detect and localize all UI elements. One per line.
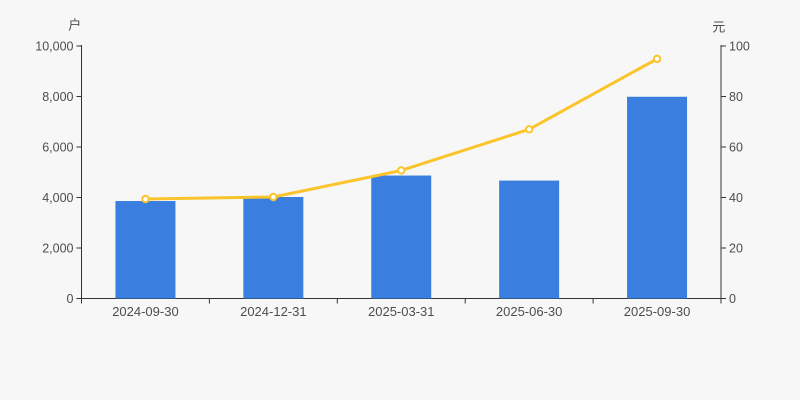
- right-axis-tick-label: 20: [729, 242, 743, 256]
- left-axis-tick-label: 10,000: [35, 40, 73, 54]
- bar[interactable]: [627, 96, 688, 299]
- right-axis-tick-label: 60: [729, 141, 743, 155]
- line-point[interactable]: [269, 192, 278, 202]
- line-point[interactable]: [652, 54, 662, 64]
- x-axis-tick-label: 2024-09-30: [112, 304, 179, 319]
- bar[interactable]: [243, 196, 304, 299]
- bar[interactable]: [371, 175, 432, 299]
- left-axis-tick-label: 2,000: [42, 242, 73, 256]
- x-axis-tick-label: 2025-06-30: [496, 304, 563, 319]
- left-axis-tick-label: 0: [67, 292, 74, 306]
- x-axis-tick-label: 2024-12-31: [240, 304, 307, 319]
- bar[interactable]: [499, 180, 560, 299]
- right-axis-tick-label: 100: [729, 40, 750, 54]
- right-axis-tick-label: 80: [729, 90, 743, 104]
- left-axis-tick-label: 4,000: [42, 191, 73, 205]
- right-axis-unit-label: 元: [712, 19, 726, 35]
- x-axis-tick-label: 2025-09-30: [624, 304, 691, 319]
- left-axis-tick-label: 8,000: [42, 90, 73, 104]
- line-point[interactable]: [524, 125, 534, 134]
- line-point[interactable]: [141, 194, 150, 204]
- left-axis-tick-label: 6,000: [42, 141, 73, 155]
- x-axis-tick-label: 2025-03-31: [368, 304, 435, 319]
- line-point[interactable]: [397, 166, 406, 175]
- right-axis-tick-label: 0: [729, 292, 736, 306]
- bar[interactable]: [115, 201, 176, 299]
- right-axis-tick-label: 40: [729, 191, 743, 205]
- left-axis-unit-label: 户: [68, 17, 82, 33]
